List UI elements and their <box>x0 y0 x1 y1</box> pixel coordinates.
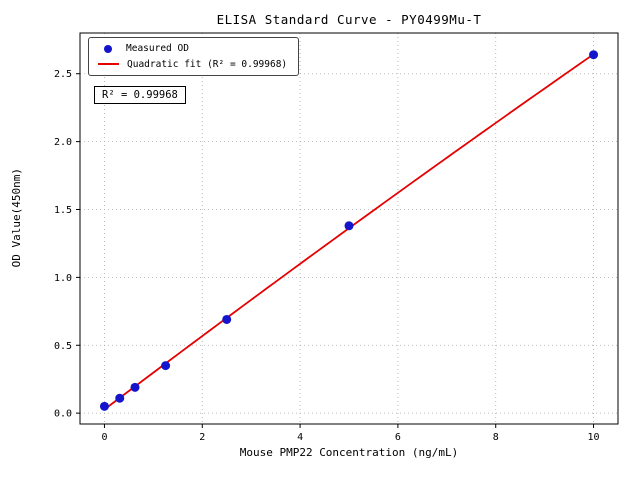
x-tick-label: 8 <box>493 432 499 443</box>
r-squared-annotation: R² = 0.99968 <box>94 86 186 104</box>
y-tick-label: 1.5 <box>54 205 72 216</box>
data-point <box>344 221 354 231</box>
legend-item-quadratic-fit: Quadratic fit (R² = 0.99968) <box>98 58 288 70</box>
data-point <box>589 50 599 60</box>
x-axis-label: Mouse PMP22 Concentration (ng/mL) <box>239 446 459 459</box>
y-tick-label: 0.5 <box>54 341 72 352</box>
data-point <box>222 314 232 324</box>
x-tick-label: 2 <box>199 432 205 443</box>
y-axis-label: OD Value(450nm) <box>10 168 23 268</box>
x-tick-label: 4 <box>297 432 303 443</box>
fit-line-marker-icon <box>98 63 119 66</box>
legend-item-measured-od: Measured OD <box>98 44 287 54</box>
data-point <box>130 382 140 392</box>
x-tick-label: 6 <box>395 432 401 443</box>
data-point <box>161 361 171 371</box>
x-tick-label: 0 <box>101 432 107 443</box>
legend: Measured OD Quadratic fit (R² = 0.99968) <box>88 37 300 76</box>
legend-label-measured-od: Measured OD <box>126 43 189 54</box>
data-point <box>115 393 125 403</box>
y-tick-label: 0.0 <box>54 409 72 420</box>
y-tick-label: 1.0 <box>54 273 72 284</box>
quadratic-fit-line <box>103 53 595 411</box>
y-tick-label: 2.5 <box>54 69 72 80</box>
axes-frame <box>79 32 619 425</box>
chart-title: ELISA Standard Curve - PY0499Mu-T <box>216 12 482 27</box>
legend-label-quadratic-fit: Quadratic fit (R² = 0.99968) <box>127 58 288 70</box>
data-point <box>99 401 109 411</box>
x-tick-label: 10 <box>588 432 600 443</box>
measured-od-marker-icon <box>104 44 112 53</box>
y-tick-label: 2.0 <box>54 137 72 148</box>
